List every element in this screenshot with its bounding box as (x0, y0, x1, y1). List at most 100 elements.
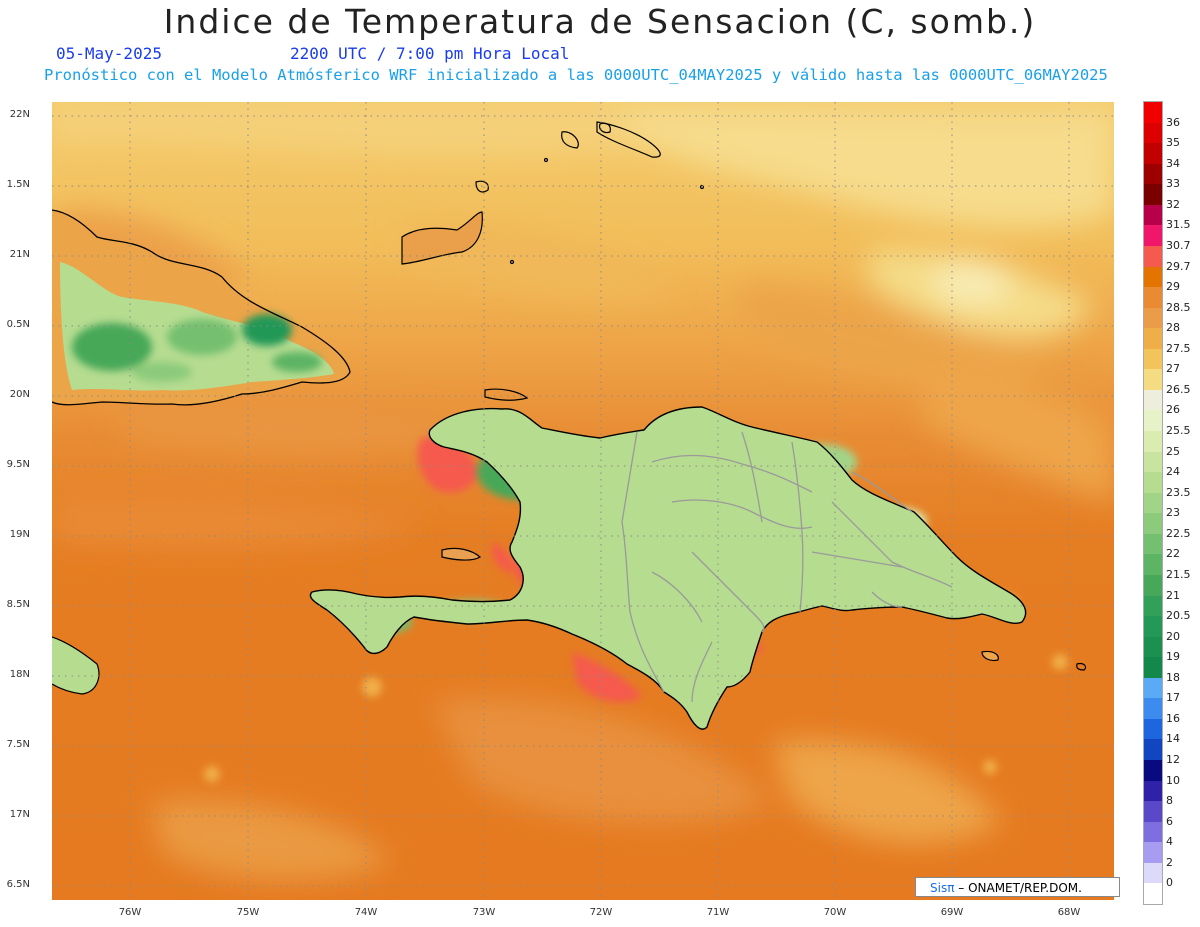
colorbar-swatch (1144, 657, 1162, 679)
colorbar-swatch (1144, 410, 1162, 432)
colorbar-swatch (1144, 718, 1162, 741)
colorbar-swatch (1144, 143, 1162, 165)
colorbar-swatch (1144, 821, 1162, 843)
province-borders (621, 431, 953, 703)
colorbar-label: 16 (1166, 711, 1180, 725)
colorbar-label: 29.7 (1166, 259, 1191, 273)
lat-label: 19N (9, 529, 30, 540)
colorbar-label: 30.7 (1166, 238, 1191, 252)
colorbar-swatch (1144, 760, 1162, 782)
colorbar-swatch (1144, 266, 1162, 288)
colorbar-swatch (1144, 451, 1162, 473)
colorbar-label: 34 (1166, 156, 1180, 170)
hispaniola-landmass (309, 406, 1027, 730)
map-canvas (52, 102, 1114, 900)
lon-label: 75W (236, 907, 260, 918)
colorbar-swatch (1144, 184, 1162, 206)
colorbar-swatch (1144, 245, 1162, 268)
colorbar-label: 19 (1166, 650, 1180, 664)
colorbar-swatch (1144, 389, 1162, 412)
model-info: Pronóstico con el Modelo Atmósferico WRF… (44, 66, 1108, 84)
colorbar-swatch (1144, 677, 1162, 699)
colorbar-label: 22.5 (1166, 526, 1191, 540)
colorbar-swatch (1144, 862, 1162, 885)
lat-label: 22N (9, 109, 30, 120)
credit-text: – ONAMET/REP.DOM. (954, 881, 1082, 895)
colorbar-swatch (1144, 102, 1162, 124)
forecast-date: 05-May-2025 (56, 44, 162, 63)
lon-label: 71W (706, 907, 730, 918)
lon-label: 70W (823, 907, 847, 918)
colorbar-swatch (1144, 431, 1162, 453)
colorbar-swatch (1144, 883, 1162, 904)
colorbar-label: 27.5 (1166, 341, 1191, 355)
colorbar-label: 4 (1166, 835, 1173, 849)
colorbar-label: 6 (1166, 814, 1173, 828)
colorbar-label: 25.5 (1166, 424, 1191, 438)
lat-label: 18N (9, 669, 30, 680)
colorbar-label: 14 (1166, 732, 1180, 746)
map-title: Indice de Temperatura de Sensacion (C, s… (163, 2, 1037, 41)
colorbar-label: 20 (1166, 629, 1180, 643)
lat-label: 8.5N (6, 599, 30, 610)
colorbar-label: 22 (1166, 547, 1180, 561)
colorbar-label: 24 (1166, 465, 1180, 479)
lat-label: 7.5N (6, 739, 30, 750)
colorbar-label: 26 (1166, 403, 1180, 417)
colorbar-label: 36 (1166, 115, 1180, 129)
colorbar-swatch (1144, 842, 1162, 864)
lon-label: 76W (118, 907, 142, 918)
colorbar-swatch (1144, 328, 1162, 350)
lat-label: 6.5N (6, 879, 30, 890)
colorbar-label: 31.5 (1166, 218, 1191, 232)
colorbar-swatch (1144, 554, 1162, 576)
colorbar-label: 28.5 (1166, 300, 1191, 314)
colorbar-label: 21.5 (1166, 567, 1191, 581)
colorbar-swatch (1144, 307, 1162, 329)
colorbar-swatch (1144, 163, 1162, 185)
colorbar-legend (1143, 101, 1163, 905)
colorbar-swatch (1144, 698, 1162, 720)
colorbar-swatch (1144, 492, 1162, 514)
colorbar-label: 23 (1166, 506, 1180, 520)
colorbar-label: 33 (1166, 177, 1180, 191)
colorbar-label: 17 (1166, 691, 1180, 705)
colorbar-swatch (1144, 595, 1162, 617)
colorbar-label: 8 (1166, 794, 1173, 808)
colorbar-swatch (1144, 533, 1162, 555)
lon-label: 73W (472, 907, 496, 918)
colorbar-label: 21 (1166, 588, 1180, 602)
colorbar-swatch (1144, 204, 1162, 226)
cuba-landmass (52, 209, 351, 406)
lat-label: 20N (9, 389, 30, 400)
northern-islands (401, 121, 705, 401)
colorbar-label: 28 (1166, 321, 1180, 335)
colorbar-label: 10 (1166, 773, 1180, 787)
heat-index-map (52, 102, 1114, 900)
colorbar-label: 26.5 (1166, 382, 1191, 396)
colorbar-label: 12 (1166, 753, 1180, 767)
colorbar-swatch (1144, 287, 1162, 309)
colorbar-label: 20.5 (1166, 609, 1191, 623)
colorbar-label: 35 (1166, 136, 1180, 150)
colorbar-swatch (1144, 636, 1162, 658)
colorbar-swatch (1144, 472, 1162, 494)
lon-label: 74W (354, 907, 378, 918)
jamaica-landmass (52, 636, 100, 695)
colorbar-label: 25 (1166, 444, 1180, 458)
colorbar-label: 2 (1166, 855, 1173, 869)
colorbar-label: 27 (1166, 362, 1180, 376)
small-islands (441, 547, 1087, 671)
forecast-time: 2200 UTC / 7:00 pm Hora Local (290, 44, 570, 63)
credit-brand: Sisπ (930, 881, 955, 895)
colorbar-label: 29 (1166, 280, 1180, 294)
colorbar-swatch (1144, 513, 1162, 535)
colorbar-swatch (1144, 616, 1162, 638)
colorbar-swatch (1144, 574, 1162, 597)
lon-label: 68W (1057, 907, 1081, 918)
colorbar-swatch (1144, 780, 1162, 802)
colorbar-swatch (1144, 122, 1162, 144)
colorbar-swatch (1144, 348, 1162, 370)
colorbar-label: 18 (1166, 670, 1180, 684)
graticule (52, 102, 1114, 900)
